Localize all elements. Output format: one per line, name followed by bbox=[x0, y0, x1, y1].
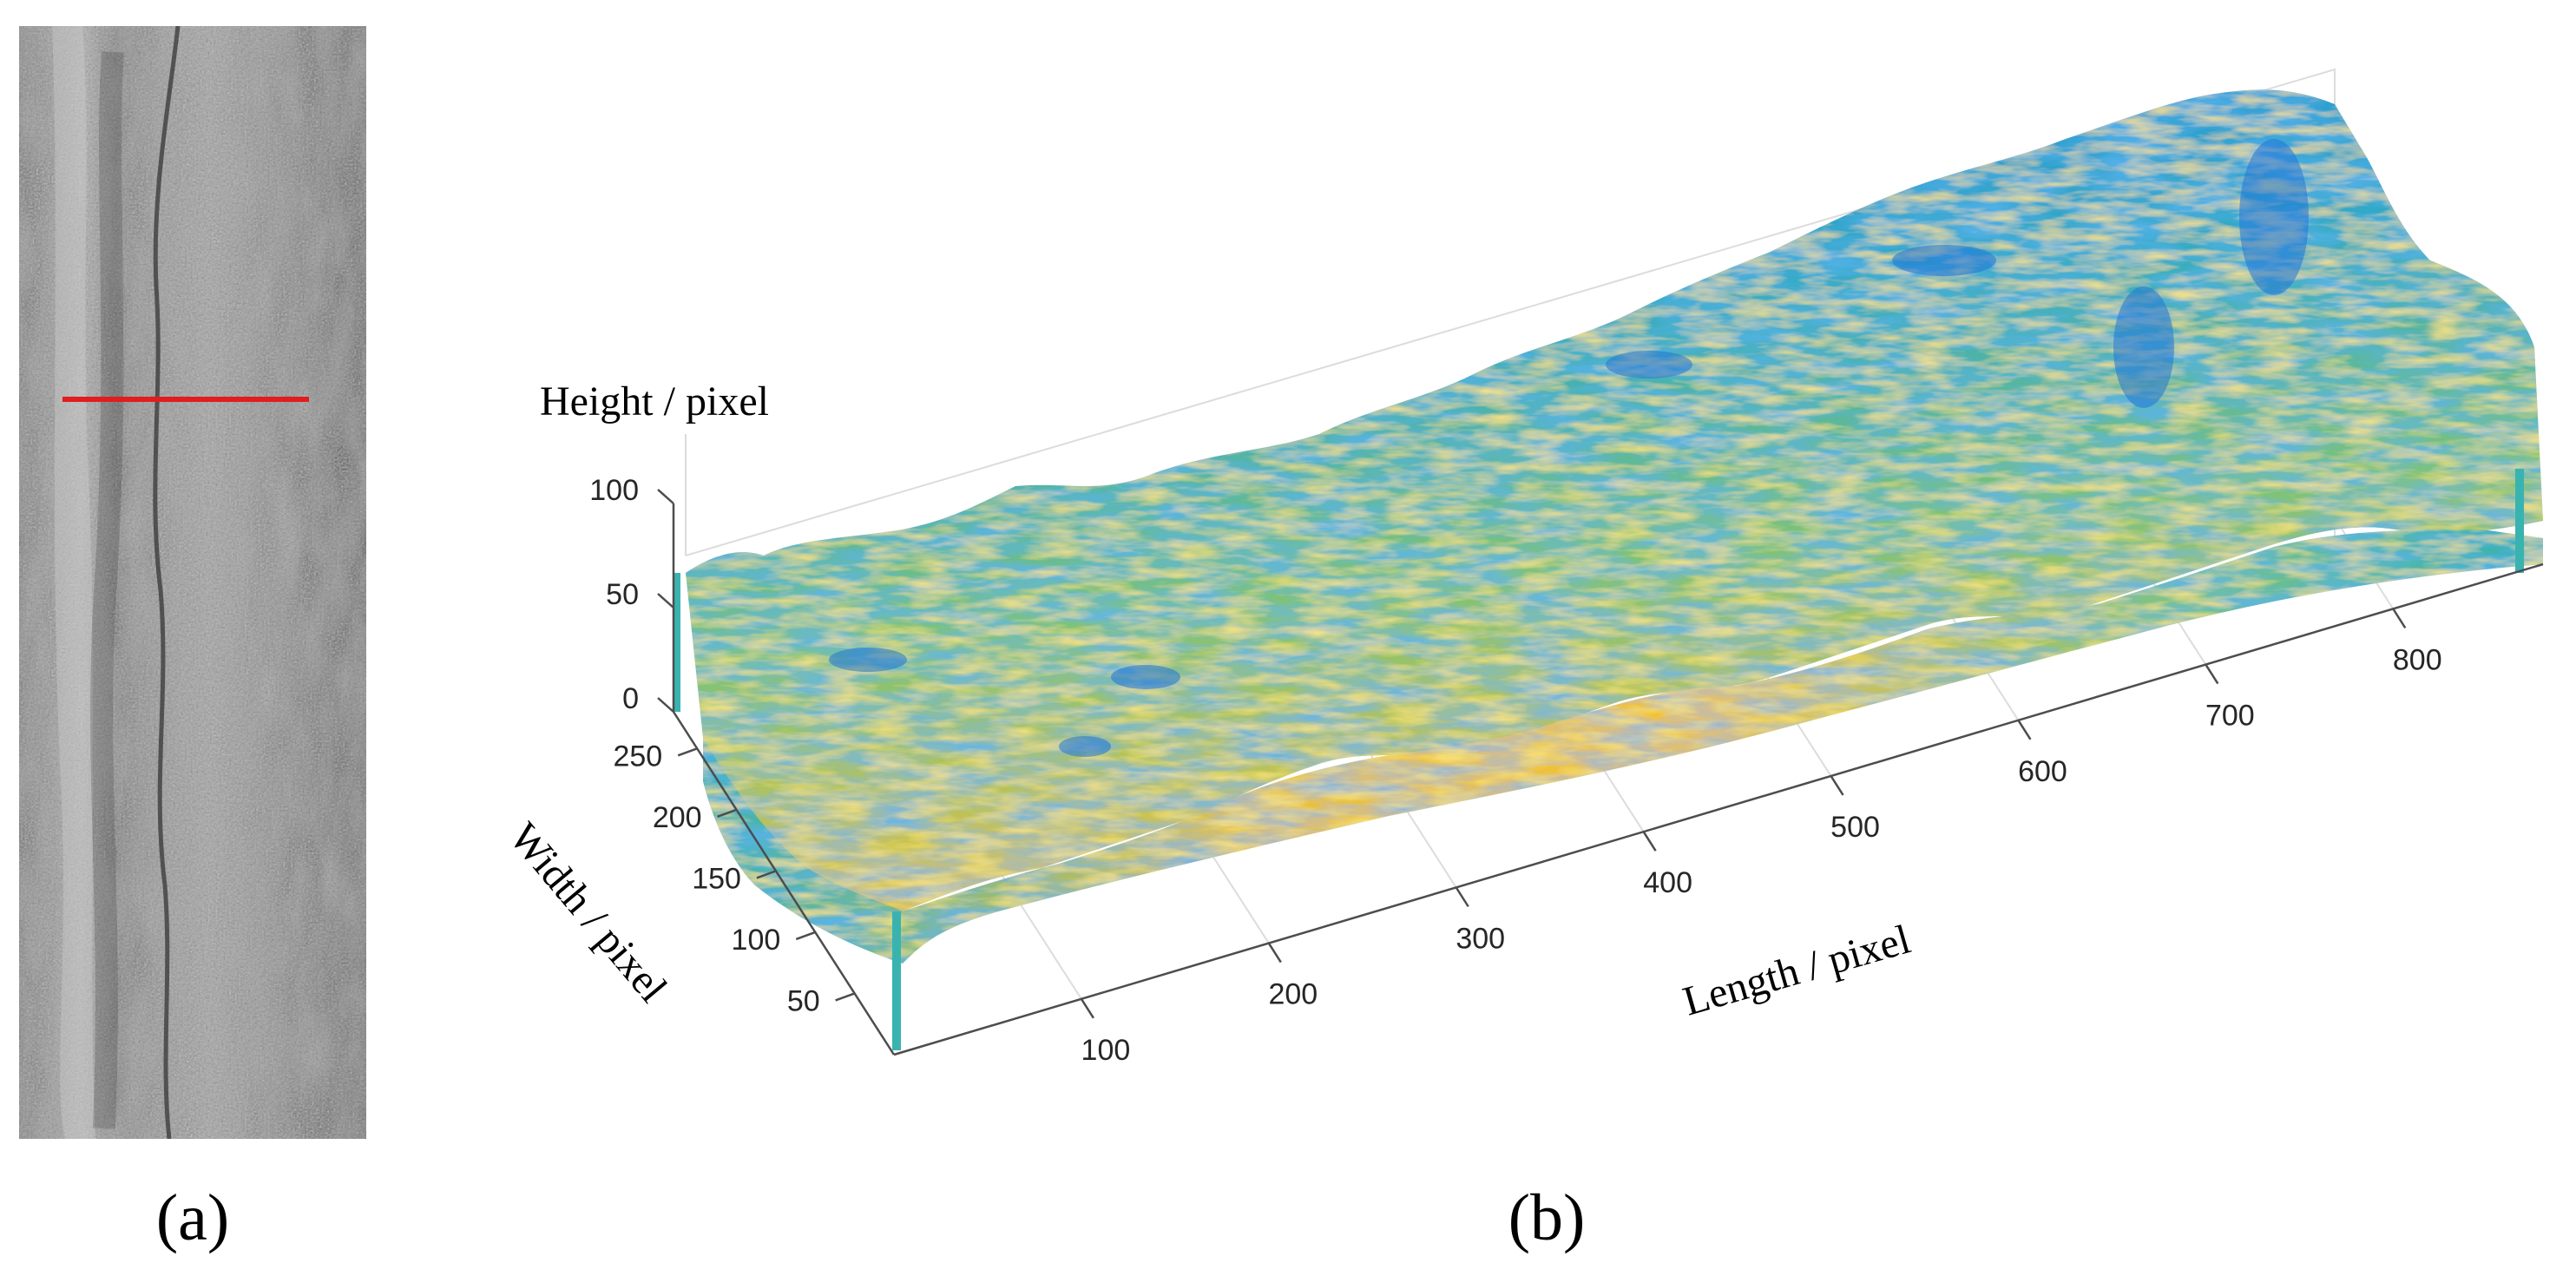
x-tick-mark bbox=[2017, 720, 2032, 740]
y-tick-label: 50 bbox=[787, 984, 820, 1017]
x-tick-mark bbox=[1830, 775, 1844, 796]
y-tick-mark bbox=[677, 747, 698, 757]
x-tick-mark bbox=[1642, 831, 1657, 852]
y-tick-mark bbox=[795, 931, 816, 941]
x-tick-mark bbox=[2392, 608, 2407, 629]
x-tick-label: 600 bbox=[2018, 755, 2067, 788]
panel-b: 1002003004005006007008005010015020025005… bbox=[501, 68, 2544, 1254]
x-tick-mark bbox=[1267, 942, 1282, 964]
surface-top bbox=[686, 89, 2543, 913]
y-tick-mark bbox=[717, 808, 737, 819]
surface-walls bbox=[674, 469, 2524, 1050]
z-tick-label: 0 bbox=[622, 682, 639, 715]
x-tick-mark bbox=[2205, 663, 2219, 685]
z-tick-label: 50 bbox=[606, 578, 639, 611]
x-tick-label: 300 bbox=[1456, 922, 1505, 955]
y-tick-label: 200 bbox=[653, 801, 702, 834]
z-tick-mark bbox=[657, 593, 674, 608]
surface-valleys bbox=[829, 139, 2309, 757]
panel-a-label: (a) bbox=[156, 1181, 229, 1254]
panel-b-label: (b) bbox=[1508, 1181, 1586, 1254]
surface-plot bbox=[686, 89, 2543, 964]
y-tick-label: 150 bbox=[692, 862, 741, 895]
x-tick-mark bbox=[1080, 998, 1094, 1019]
z-tick-mark bbox=[657, 489, 674, 504]
x-tick-label: 700 bbox=[2205, 700, 2255, 733]
z-axis-title: Height / pixel bbox=[540, 378, 769, 424]
x-tick-label: 400 bbox=[1643, 866, 1692, 899]
x-tick-label: 500 bbox=[1830, 811, 1880, 844]
z-tick-label: 100 bbox=[589, 474, 639, 507]
y-tick-label: 250 bbox=[613, 740, 662, 773]
ticks: 1002003004005006007008005010015020025005… bbox=[589, 474, 2441, 1067]
x-axis-title: Length / pixel bbox=[1678, 916, 1915, 1024]
y-axis-title: Width / pixel bbox=[501, 814, 676, 1011]
y-tick-label: 100 bbox=[732, 924, 781, 957]
rock-photo bbox=[19, 26, 366, 1139]
x-tick-label: 100 bbox=[1081, 1034, 1131, 1067]
x-tick-mark bbox=[1455, 886, 1469, 908]
x-tick-label: 200 bbox=[1268, 978, 1318, 1011]
z-tick-mark bbox=[657, 697, 674, 713]
surface-front-face bbox=[703, 530, 2543, 964]
y-tick-mark bbox=[835, 992, 856, 1002]
y-tick-mark bbox=[756, 870, 777, 879]
panel-a: (a) bbox=[19, 26, 366, 1254]
x-tick-label: 800 bbox=[2393, 643, 2442, 676]
